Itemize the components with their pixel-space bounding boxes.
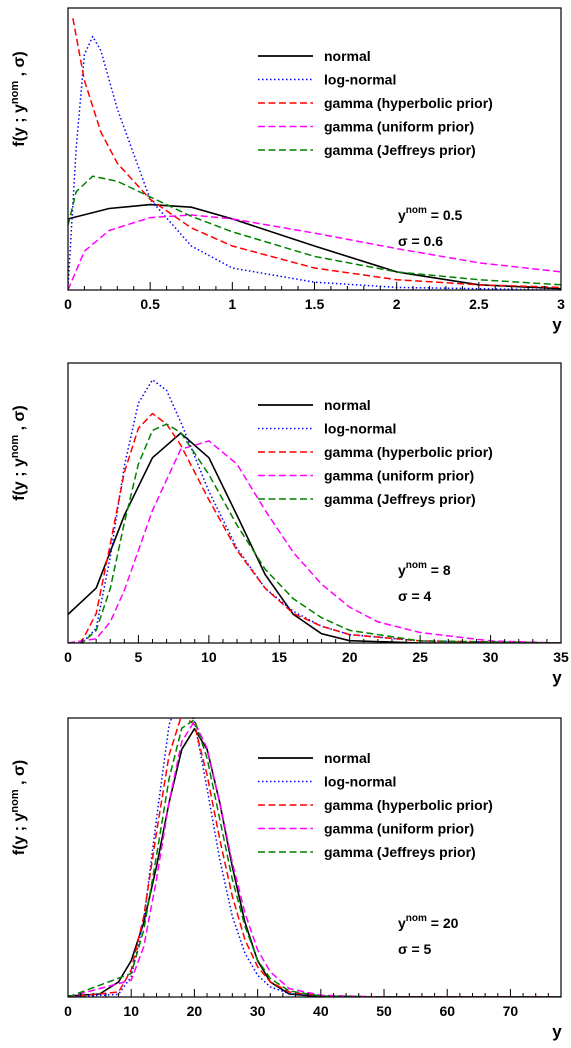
plot-frame: [67, 7, 562, 291]
series-line-1: [68, 203, 561, 290]
sigma-annotation: σ = 0.6: [398, 233, 443, 249]
legend-entry: gamma (Jeffreys prior): [324, 844, 476, 860]
x-tick-label: 1.5: [305, 296, 325, 312]
x-tick-label: 20: [342, 649, 358, 665]
legend-entry: normal: [324, 48, 371, 64]
x-tick-label: 5: [135, 649, 143, 665]
x-tick-label: 35: [553, 649, 569, 665]
legend: normal log-normal gamma (hyperbolic prior)…: [258, 750, 493, 860]
legend-entry: normal: [324, 397, 371, 413]
x-tick-label: 0: [64, 649, 72, 665]
series-line-3: [68, 718, 561, 997]
x-tick-label: 25: [412, 649, 428, 665]
legend-entry: gamma (hyperbolic prior): [324, 444, 493, 460]
sigma-annotation: σ = 4: [398, 588, 432, 604]
x-tick-label: 10: [123, 1003, 139, 1019]
legend-entry: gamma (hyperbolic prior): [324, 95, 493, 111]
plot-frame: [67, 362, 562, 644]
legend-entry: log-normal: [324, 774, 396, 790]
series-line-1: [68, 728, 561, 997]
series-line-5: [68, 423, 561, 643]
plot-area: [68, 718, 561, 997]
y-axis-label: f(y ; ynom , σ): [9, 405, 28, 501]
series-line-5: [68, 175, 561, 286]
sigma-annotation: σ = 5: [398, 941, 432, 957]
x-tick-label: 2.5: [469, 296, 489, 312]
y-axis-label: f(y ; ynom , σ): [9, 51, 28, 147]
x-tick-label: 0.5: [140, 296, 160, 312]
legend-entry: normal: [324, 750, 371, 766]
x-tick-label: 30: [250, 1003, 266, 1019]
series-line-2: [68, 718, 561, 997]
panel-1: 0 0.5 1 1.5 2 2.5 3 y f(y ; ynom , σ) normal log-n…: [9, 7, 565, 334]
x-tick-label: 2: [393, 296, 401, 312]
legend-entry: log-normal: [324, 421, 396, 437]
x-tick-label: 3: [557, 296, 565, 312]
series-line-4: [68, 440, 561, 643]
series-line-2: [68, 35, 561, 290]
legend: normal log-normal gamma (hyperbolic prior)…: [258, 48, 493, 158]
x-tick-label: 40: [313, 1003, 329, 1019]
legend-entry: gamma (Jeffreys prior): [324, 142, 476, 158]
x-tick-label: 60: [439, 1003, 455, 1019]
plot-area: [68, 379, 561, 643]
x-tick-label: 0: [64, 296, 72, 312]
x-axis-label: y: [552, 668, 562, 687]
legend-entry: log-normal: [324, 72, 396, 88]
legend-entry: gamma (uniform prior): [324, 468, 474, 484]
series-line-4: [68, 720, 561, 997]
x-tick-label: 10: [201, 649, 217, 665]
series-line-3: [72, 18, 561, 289]
ynom-annotation: ynom = 8: [398, 560, 451, 578]
legend: normal log-normal gamma (hyperbolic prior)…: [258, 397, 493, 507]
x-axis-label: y: [552, 1022, 562, 1041]
series-line-4: [68, 214, 561, 290]
series-line-1: [68, 432, 561, 643]
panel-2: 0 5 10 15 20 25 30 35 y f(y ; ynom , σ) normal log-…: [9, 362, 569, 687]
plot-area: [68, 18, 561, 290]
ynom-annotation: ynom = 20: [398, 913, 459, 931]
series-line-5: [68, 718, 561, 997]
x-tick-label: 20: [187, 1003, 203, 1019]
x-tick-label: 50: [376, 1003, 392, 1019]
legend-entry: gamma (Jeffreys prior): [324, 491, 476, 507]
x-tick-label: 70: [503, 1003, 519, 1019]
legend-entry: gamma (uniform prior): [324, 119, 474, 135]
x-tick-label: 0: [64, 1003, 72, 1019]
ynom-annotation: ynom = 0.5: [398, 205, 463, 223]
series-line-2: [68, 379, 561, 643]
x-tick-label: 15: [271, 649, 287, 665]
x-axis-label: y: [552, 315, 562, 334]
x-tick-label: 1: [228, 296, 236, 312]
legend-entry: gamma (hyperbolic prior): [324, 797, 493, 813]
plot-frame: [67, 717, 562, 998]
series-line-3: [68, 412, 561, 643]
x-tick-label: 30: [483, 649, 499, 665]
panel-3: 0 10 20 30 40 50 60 70 y f(y ; ynom , σ) normal log…: [9, 717, 562, 1041]
y-axis-label: f(y ; ynom , σ): [9, 760, 28, 856]
legend-entry: gamma (uniform prior): [324, 821, 474, 837]
